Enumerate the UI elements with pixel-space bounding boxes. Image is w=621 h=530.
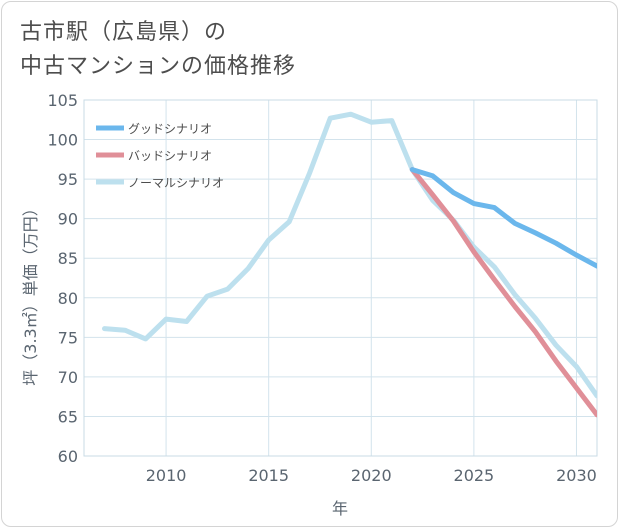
chart-title: 古市駅（広島県）の 中古マンションの価格推移	[20, 16, 296, 84]
y-axis-title: 坪（3.3㎡）単価（万円）	[21, 200, 40, 385]
y-tick-label: 105	[47, 91, 78, 110]
y-tick-label: 80	[58, 289, 78, 308]
plot-frame	[83, 99, 598, 457]
x-tick-label: 2015	[248, 466, 289, 485]
title-line-2: 中古マンションの価格推移	[20, 54, 297, 79]
x-tick-label: 2030	[556, 466, 597, 485]
y-tick-label: 70	[58, 368, 78, 387]
legend-label-0: グッドシナリオ	[128, 122, 212, 136]
x-tick-label: 2010	[146, 466, 187, 485]
y-tick-label: 75	[58, 328, 78, 347]
y-tick-label: 85	[58, 249, 78, 268]
x-tick-label: 2020	[351, 466, 392, 485]
legend-label-1: バッドシナリオ	[128, 149, 212, 163]
x-axis-title: 年	[332, 499, 348, 518]
series-line-0	[409, 167, 597, 269]
x-tick-labels: 2010 2015 2020 2025 2030	[146, 466, 597, 485]
y-tick-label: 90	[58, 210, 78, 229]
title-line-1: 古市駅（広島県）の	[20, 20, 228, 45]
y-tick-label: 100	[47, 131, 78, 150]
y-tick-label: 60	[58, 447, 78, 466]
y-tick-label: 65	[58, 407, 78, 426]
y-tick-label: 95	[58, 170, 78, 189]
y-tick-labels: 60 65 70 75 80 85 90 95 100 105	[47, 91, 78, 466]
legend-label-2: ノーマルシナリオ	[128, 176, 224, 190]
series-line-2	[102, 111, 597, 399]
x-tick-label: 2025	[454, 466, 495, 485]
series-lines	[102, 111, 597, 418]
series-line-1	[409, 167, 597, 418]
